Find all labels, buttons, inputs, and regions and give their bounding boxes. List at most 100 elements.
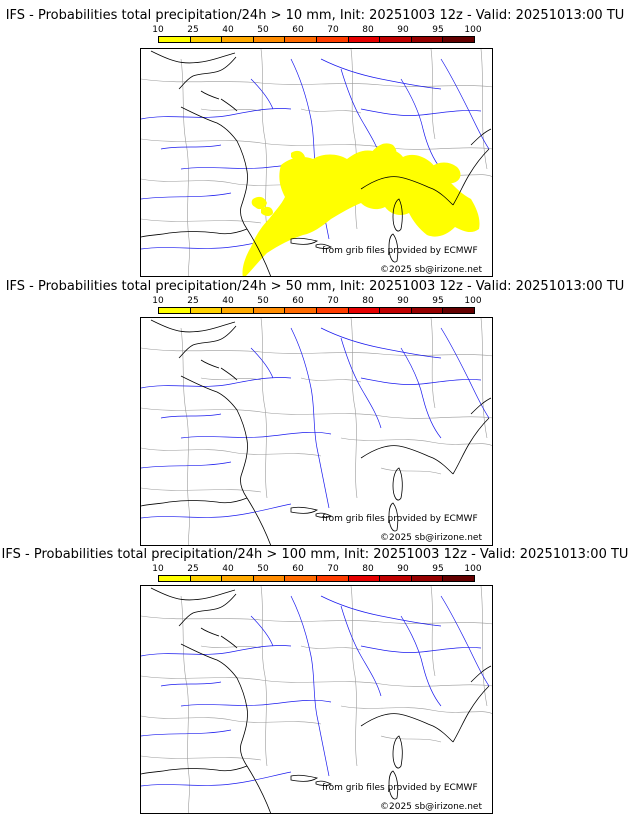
colorbar-tick-label: 90	[397, 25, 409, 35]
coastline	[200, 359, 220, 369]
coastline	[178, 593, 237, 627]
admin-border	[480, 49, 488, 170]
admin-border	[141, 615, 492, 625]
admin-border	[200, 645, 262, 649]
admin-border	[141, 675, 492, 687]
map-area	[140, 585, 493, 814]
river	[360, 108, 482, 116]
river	[141, 108, 292, 120]
river	[440, 595, 490, 687]
admin-border	[141, 347, 492, 357]
river	[340, 68, 382, 160]
coastline	[246, 765, 272, 813]
colorbar-segment	[159, 308, 191, 313]
coastline	[388, 770, 399, 800]
map-panel-100mm: IFS - Probabilities total precipitation/…	[0, 547, 630, 817]
admin-border	[141, 447, 322, 457]
admin-border	[380, 467, 442, 475]
colorbar-segment	[285, 576, 317, 581]
coastline	[360, 176, 454, 206]
coastline	[290, 774, 318, 782]
colorbar-tick-label: 90	[397, 296, 409, 306]
colorbar-segment	[222, 37, 254, 42]
colorbar-segment	[285, 37, 317, 42]
colorbar-tick-label: 40	[222, 25, 234, 35]
sea-gap	[370, 213, 397, 231]
admin-border	[300, 377, 362, 383]
colorbar-segment	[190, 308, 223, 313]
panel-title: IFS - Probabilities total precipitation/…	[5, 8, 625, 23]
admin-border	[200, 108, 262, 112]
admin-border	[260, 318, 268, 499]
river	[360, 377, 482, 385]
river	[141, 503, 292, 519]
admin-border	[180, 595, 190, 813]
river	[160, 681, 222, 687]
admin-border	[141, 755, 262, 761]
copyright-credit: ©2025 sb@irizone.net	[380, 802, 482, 812]
colorbar-segment	[411, 576, 444, 581]
river	[180, 699, 332, 707]
river	[290, 595, 330, 777]
colorbar-segment	[380, 576, 412, 581]
admin-border	[480, 586, 488, 707]
river	[141, 377, 292, 389]
coastline	[180, 375, 248, 499]
river	[180, 431, 332, 439]
coastline	[360, 445, 454, 475]
colorbar-tick-label: 50	[257, 296, 269, 306]
colorbar-segment	[411, 37, 444, 42]
colorbar-segment	[380, 37, 412, 42]
colorbar-segment	[159, 37, 191, 42]
colorbar-segment	[253, 308, 286, 313]
colorbar	[158, 575, 475, 582]
precip-area	[261, 206, 273, 216]
admin-border	[260, 586, 268, 767]
admin-border	[350, 586, 358, 767]
river	[340, 337, 382, 429]
admin-border	[340, 437, 492, 446]
colorbar-tick-label: 95	[432, 296, 444, 306]
river	[320, 58, 442, 90]
coastline	[315, 243, 332, 249]
river	[320, 595, 442, 627]
river	[340, 605, 382, 697]
coastline	[220, 367, 238, 381]
river	[250, 78, 274, 110]
map-svg	[141, 318, 492, 545]
colorbar-tick-label: 10	[152, 296, 164, 306]
colorbar-tick-label: 10	[152, 25, 164, 35]
colorbar-tick-label: 95	[432, 564, 444, 574]
colorbar-tick-label: 70	[327, 25, 339, 35]
colorbar-tick-label: 10	[152, 564, 164, 574]
coastline	[150, 319, 236, 333]
admin-border	[300, 645, 362, 651]
admin-border	[180, 58, 190, 276]
copyright-credit: ©2025 sb@irizone.net	[380, 533, 482, 543]
river	[440, 58, 490, 150]
river	[400, 615, 442, 707]
colorbar-segment	[316, 576, 349, 581]
colorbar-segment	[348, 576, 381, 581]
colorbar-labels: 10 25 40 50 60 70 80 90 95 100	[150, 25, 495, 35]
colorbar-tick-label: 40	[222, 296, 234, 306]
colorbar-segment	[348, 37, 381, 42]
coastline	[470, 397, 492, 415]
coastline	[150, 587, 236, 601]
river	[400, 78, 442, 170]
coastline	[290, 506, 318, 514]
river	[320, 327, 442, 359]
precip-area	[431, 162, 461, 184]
coastline	[220, 635, 238, 649]
admin-border	[430, 586, 436, 677]
admin-border	[180, 327, 190, 545]
colorbar-tick-label: 40	[222, 564, 234, 574]
river	[250, 347, 274, 379]
colorbar-tick-label: 100	[464, 25, 482, 35]
coastline	[200, 90, 220, 100]
map-panel-50mm: IFS - Probabilities total precipitation/…	[0, 279, 630, 549]
coastline	[178, 56, 237, 90]
river	[290, 327, 330, 509]
colorbar-tick-label: 70	[327, 296, 339, 306]
admin-border	[141, 715, 322, 725]
